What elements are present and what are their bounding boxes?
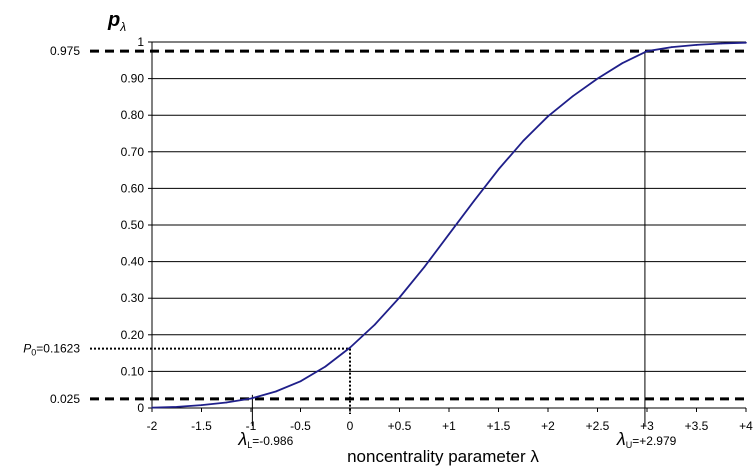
cdf-point [448, 233, 450, 235]
y-tick-label: 0.80 [121, 108, 145, 122]
cdf-point [745, 41, 747, 44]
lambda-u-label: λU=+2.979 [616, 429, 677, 450]
cdf-point [151, 406, 153, 409]
cdf-point [374, 323, 376, 326]
x-tick-label: +2.5 [586, 419, 610, 433]
y-tick-label: 0.50 [121, 218, 145, 232]
series-layer [151, 41, 747, 409]
lambda-l-label: λL=-0.986 [237, 429, 293, 450]
y-tick-label: 0.90 [121, 72, 145, 86]
cdf-point [646, 50, 648, 52]
cdf-point [547, 115, 549, 118]
x-tick-label: 0 [347, 419, 354, 433]
cdf-point [671, 46, 673, 48]
cdf-point [398, 296, 401, 299]
x-tick-label: +3.5 [685, 419, 709, 433]
p0-label: P0=0.1623 [23, 342, 80, 358]
cdf-point [572, 95, 574, 97]
cdf-point [324, 365, 327, 368]
x-tick-label: -1 [246, 419, 257, 433]
cdf-point [349, 346, 351, 349]
x-tick-label: +1 [442, 419, 456, 433]
y-tick-label: 0.60 [121, 181, 145, 195]
cdf-point [621, 62, 624, 64]
lower-conf-label: 0.025 [50, 392, 80, 406]
cdf-point [200, 404, 203, 406]
x-axis-label: noncentrality parameter λ [347, 447, 539, 466]
reference-lines [90, 49, 746, 426]
cdf-point [720, 42, 723, 45]
x-tick-label: -2 [147, 419, 158, 433]
cdf-point [250, 397, 252, 400]
x-tick-label: +0.5 [388, 419, 412, 433]
cdf-point [299, 380, 302, 383]
cdf-point [275, 390, 277, 393]
y-tick-label: 0.20 [121, 328, 145, 342]
y-tick-label: 1 [137, 35, 144, 49]
x-tick-label: +1.5 [487, 419, 511, 433]
x-tick-label: +4 [739, 419, 753, 433]
x-tick-label: -0.5 [290, 419, 311, 433]
cdf-point [695, 44, 698, 46]
x-tick-label: -1.5 [191, 419, 212, 433]
cdf-point [522, 140, 525, 142]
cdf-point [225, 401, 228, 404]
cdf-point [473, 200, 475, 202]
upper-conf-label: 0.975 [50, 44, 80, 58]
cdf-point [176, 406, 178, 408]
x-tick-label: +2 [541, 419, 555, 433]
y-axis-label: pλ [107, 9, 126, 34]
x-tick-label: +3 [640, 419, 654, 433]
y-tick-label: 0.70 [121, 145, 145, 159]
cdf-point [497, 168, 500, 171]
gridlines [152, 41, 746, 372]
labels: pλ noncentrality parameter λ 0 0.10 0.20 0.… [23, 9, 753, 466]
axes [148, 41, 747, 412]
cdf-point [423, 266, 426, 268]
y-tick-label: 0 [137, 401, 144, 415]
y-tick-label: 0.30 [121, 291, 145, 305]
cdf-point [596, 77, 599, 80]
y-tick-label: 0.10 [121, 364, 145, 378]
y-tick-label: 0.40 [121, 255, 145, 269]
